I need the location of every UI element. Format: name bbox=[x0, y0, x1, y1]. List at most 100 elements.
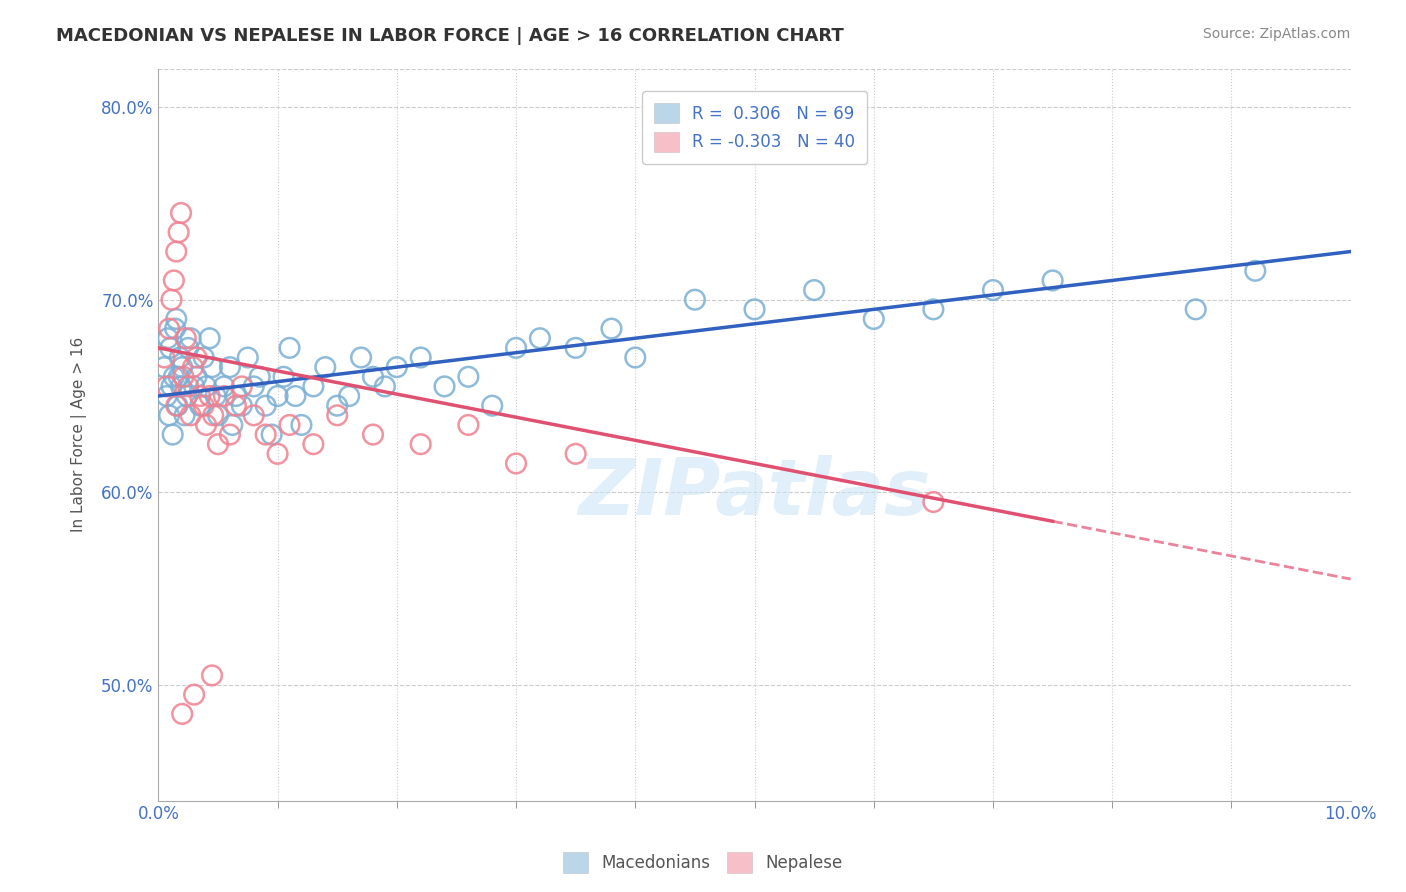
Point bbox=[165, 312, 187, 326]
Point bbox=[172, 706, 194, 721]
Point bbox=[302, 437, 325, 451]
Point bbox=[922, 302, 945, 317]
Point bbox=[433, 379, 456, 393]
Point bbox=[236, 351, 259, 365]
Point bbox=[186, 369, 208, 384]
Point bbox=[202, 409, 225, 423]
Text: MACEDONIAN VS NEPALESE IN LABOR FORCE | AGE > 16 CORRELATION CHART: MACEDONIAN VS NEPALESE IN LABOR FORCE | … bbox=[56, 27, 844, 45]
Point bbox=[564, 341, 586, 355]
Point bbox=[457, 369, 479, 384]
Point bbox=[242, 379, 264, 393]
Point bbox=[337, 389, 360, 403]
Point bbox=[153, 351, 176, 365]
Point bbox=[624, 351, 647, 365]
Point bbox=[219, 427, 242, 442]
Point bbox=[198, 331, 221, 345]
Point bbox=[193, 351, 215, 365]
Point bbox=[183, 379, 205, 393]
Text: ZIPatlas: ZIPatlas bbox=[578, 455, 931, 531]
Point bbox=[922, 495, 945, 509]
Point bbox=[167, 225, 190, 239]
Point bbox=[156, 389, 179, 403]
Point bbox=[174, 331, 197, 345]
Point bbox=[207, 409, 229, 423]
Point bbox=[180, 331, 202, 345]
Point bbox=[163, 273, 186, 287]
Point bbox=[173, 409, 195, 423]
Point bbox=[177, 341, 200, 355]
Point bbox=[350, 351, 373, 365]
Point bbox=[231, 399, 253, 413]
Point bbox=[221, 417, 243, 432]
Point bbox=[212, 389, 235, 403]
Point bbox=[505, 341, 527, 355]
Point bbox=[153, 360, 176, 375]
Point bbox=[169, 351, 191, 365]
Point bbox=[180, 409, 202, 423]
Point bbox=[156, 331, 179, 345]
Point bbox=[266, 389, 288, 403]
Point bbox=[212, 379, 235, 393]
Point bbox=[225, 389, 247, 403]
Point bbox=[273, 369, 295, 384]
Point bbox=[290, 417, 312, 432]
Point bbox=[326, 399, 349, 413]
Point bbox=[177, 379, 200, 393]
Point bbox=[600, 321, 623, 335]
Point bbox=[186, 351, 208, 365]
Point bbox=[505, 457, 527, 471]
Point bbox=[803, 283, 825, 297]
Point bbox=[165, 399, 187, 413]
Point bbox=[529, 331, 551, 345]
Point bbox=[326, 409, 349, 423]
Point bbox=[457, 417, 479, 432]
Point bbox=[481, 399, 503, 413]
Point bbox=[201, 668, 224, 682]
Point bbox=[260, 427, 283, 442]
Point bbox=[160, 379, 183, 393]
Point bbox=[278, 341, 301, 355]
Point bbox=[219, 360, 242, 375]
Point bbox=[195, 379, 218, 393]
Point bbox=[183, 688, 205, 702]
Point bbox=[266, 447, 288, 461]
Point bbox=[156, 379, 179, 393]
Legend: R =  0.306   N = 69, R = -0.303   N = 40: R = 0.306 N = 69, R = -0.303 N = 40 bbox=[643, 92, 868, 164]
Point bbox=[204, 389, 226, 403]
Point bbox=[862, 312, 884, 326]
Point bbox=[744, 302, 766, 317]
Point bbox=[1244, 264, 1267, 278]
Point bbox=[172, 360, 194, 375]
Point bbox=[195, 417, 218, 432]
Point bbox=[302, 379, 325, 393]
Point bbox=[163, 369, 186, 384]
Point bbox=[1042, 273, 1064, 287]
Point bbox=[176, 389, 198, 403]
Point bbox=[254, 399, 277, 413]
Point bbox=[157, 321, 180, 335]
Point bbox=[157, 409, 180, 423]
Point bbox=[172, 369, 194, 384]
Point bbox=[231, 379, 253, 393]
Point bbox=[409, 437, 432, 451]
Text: Source: ZipAtlas.com: Source: ZipAtlas.com bbox=[1202, 27, 1350, 41]
Point bbox=[1184, 302, 1206, 317]
Point bbox=[361, 369, 384, 384]
Point bbox=[159, 341, 181, 355]
Point bbox=[167, 369, 190, 384]
Point bbox=[181, 360, 204, 375]
Point bbox=[198, 389, 221, 403]
Point bbox=[981, 283, 1004, 297]
Point bbox=[361, 427, 384, 442]
Point bbox=[207, 437, 229, 451]
Point bbox=[314, 360, 336, 375]
Point bbox=[278, 417, 301, 432]
Point bbox=[249, 369, 271, 384]
Point bbox=[165, 321, 187, 335]
Point bbox=[242, 409, 264, 423]
Point bbox=[188, 399, 211, 413]
Point bbox=[385, 360, 408, 375]
Point bbox=[683, 293, 706, 307]
Point bbox=[374, 379, 396, 393]
Y-axis label: In Labor Force | Age > 16: In Labor Force | Age > 16 bbox=[72, 337, 87, 533]
